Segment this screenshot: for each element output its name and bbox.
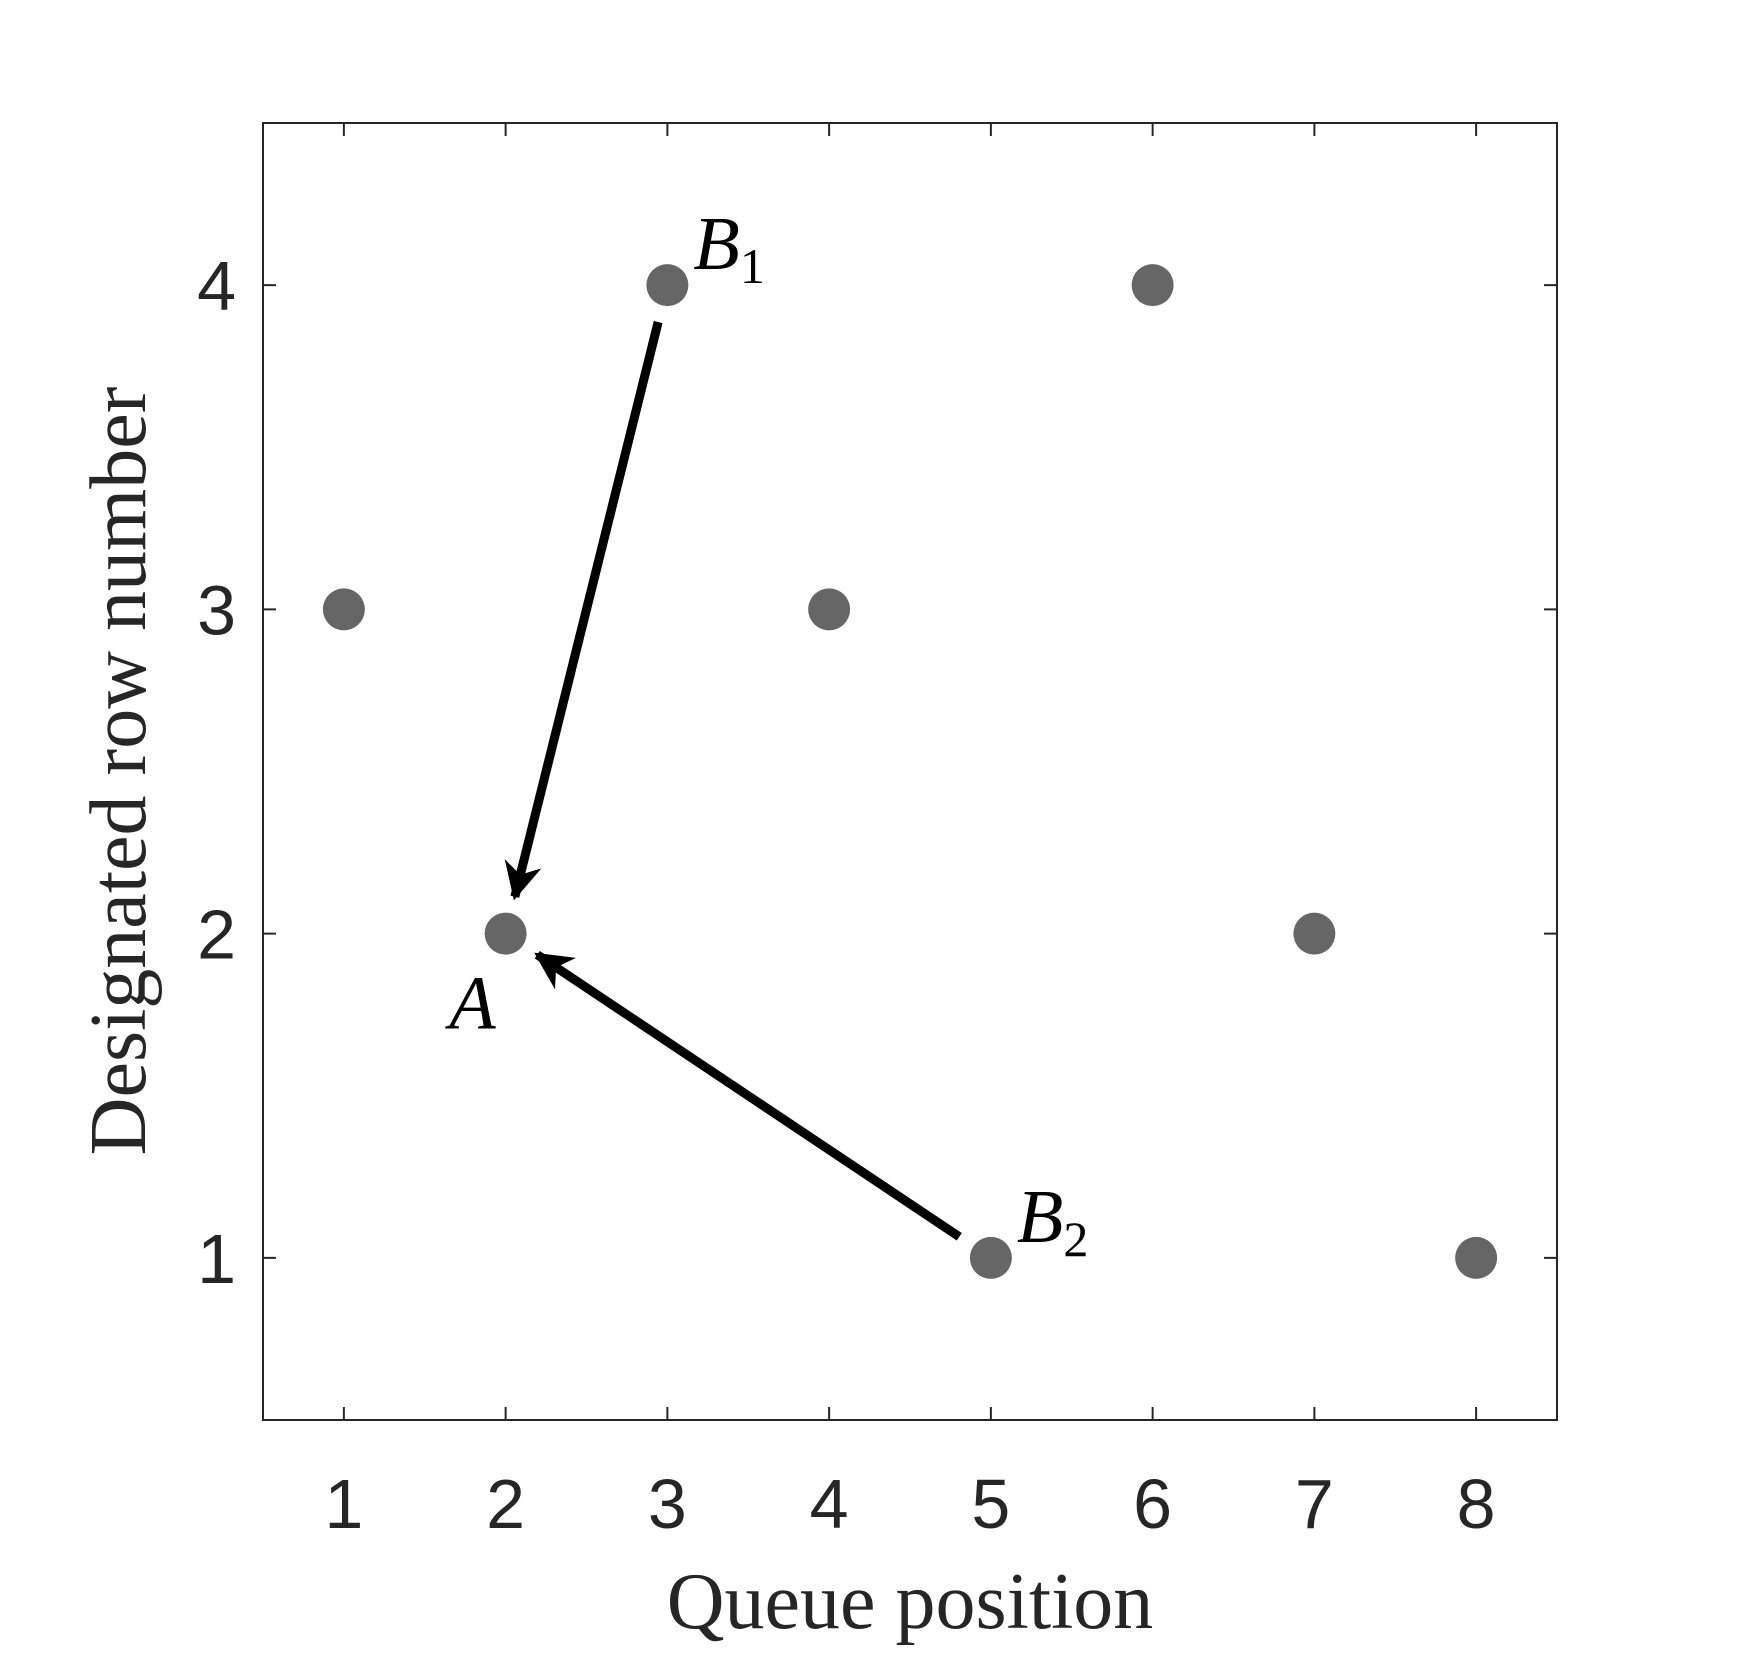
- arrows: [504, 320, 962, 1241]
- plot-area: [262, 122, 1558, 1421]
- y-tick-label: 4: [197, 247, 236, 325]
- x-tick-label: 2: [486, 1465, 525, 1543]
- y-tick-label: 1: [197, 1220, 236, 1298]
- x-tick-label: 1: [324, 1465, 363, 1543]
- data-point-6: [1131, 264, 1174, 307]
- arrow-1: [504, 320, 663, 901]
- x-tick-label: 3: [648, 1465, 687, 1543]
- annotation-label-2: A: [444, 962, 496, 1046]
- annotation-base: B: [693, 202, 739, 286]
- x-axis-title: Queue position: [667, 1558, 1154, 1646]
- annotation-label-1: B1: [693, 202, 764, 294]
- data-point-1: [322, 588, 365, 631]
- annotation-subscript: 1: [740, 238, 765, 294]
- data-point-3: [646, 264, 689, 307]
- data-point-4: [808, 588, 851, 631]
- annotation-label-3: B2: [1017, 1175, 1088, 1267]
- annotation-base: B: [1017, 1175, 1063, 1259]
- y-tick-label: 3: [197, 571, 236, 649]
- data-point-5: [969, 1236, 1012, 1279]
- arrow-2: [534, 950, 962, 1241]
- data-point-2: [484, 912, 527, 955]
- annotation-subscript: 2: [1063, 1211, 1088, 1267]
- x-tick-label: 8: [1457, 1465, 1496, 1543]
- y-tick-label: 2: [197, 896, 236, 974]
- data-point-7: [1293, 912, 1336, 955]
- x-tick-label: 7: [1295, 1465, 1334, 1543]
- data-points: [322, 264, 1498, 1279]
- x-tick-label: 4: [810, 1465, 849, 1543]
- tick-labels: 1 2 3 4 5 6 7 8 1 2 3 4: [197, 247, 1496, 1543]
- data-point-8: [1455, 1236, 1498, 1279]
- annotation-base: A: [444, 962, 496, 1046]
- y-axis-title: Designated row number: [75, 387, 163, 1156]
- axis-ticks: [263, 123, 1557, 1420]
- x-tick-label: 5: [971, 1465, 1010, 1543]
- x-tick-label: 6: [1133, 1465, 1172, 1543]
